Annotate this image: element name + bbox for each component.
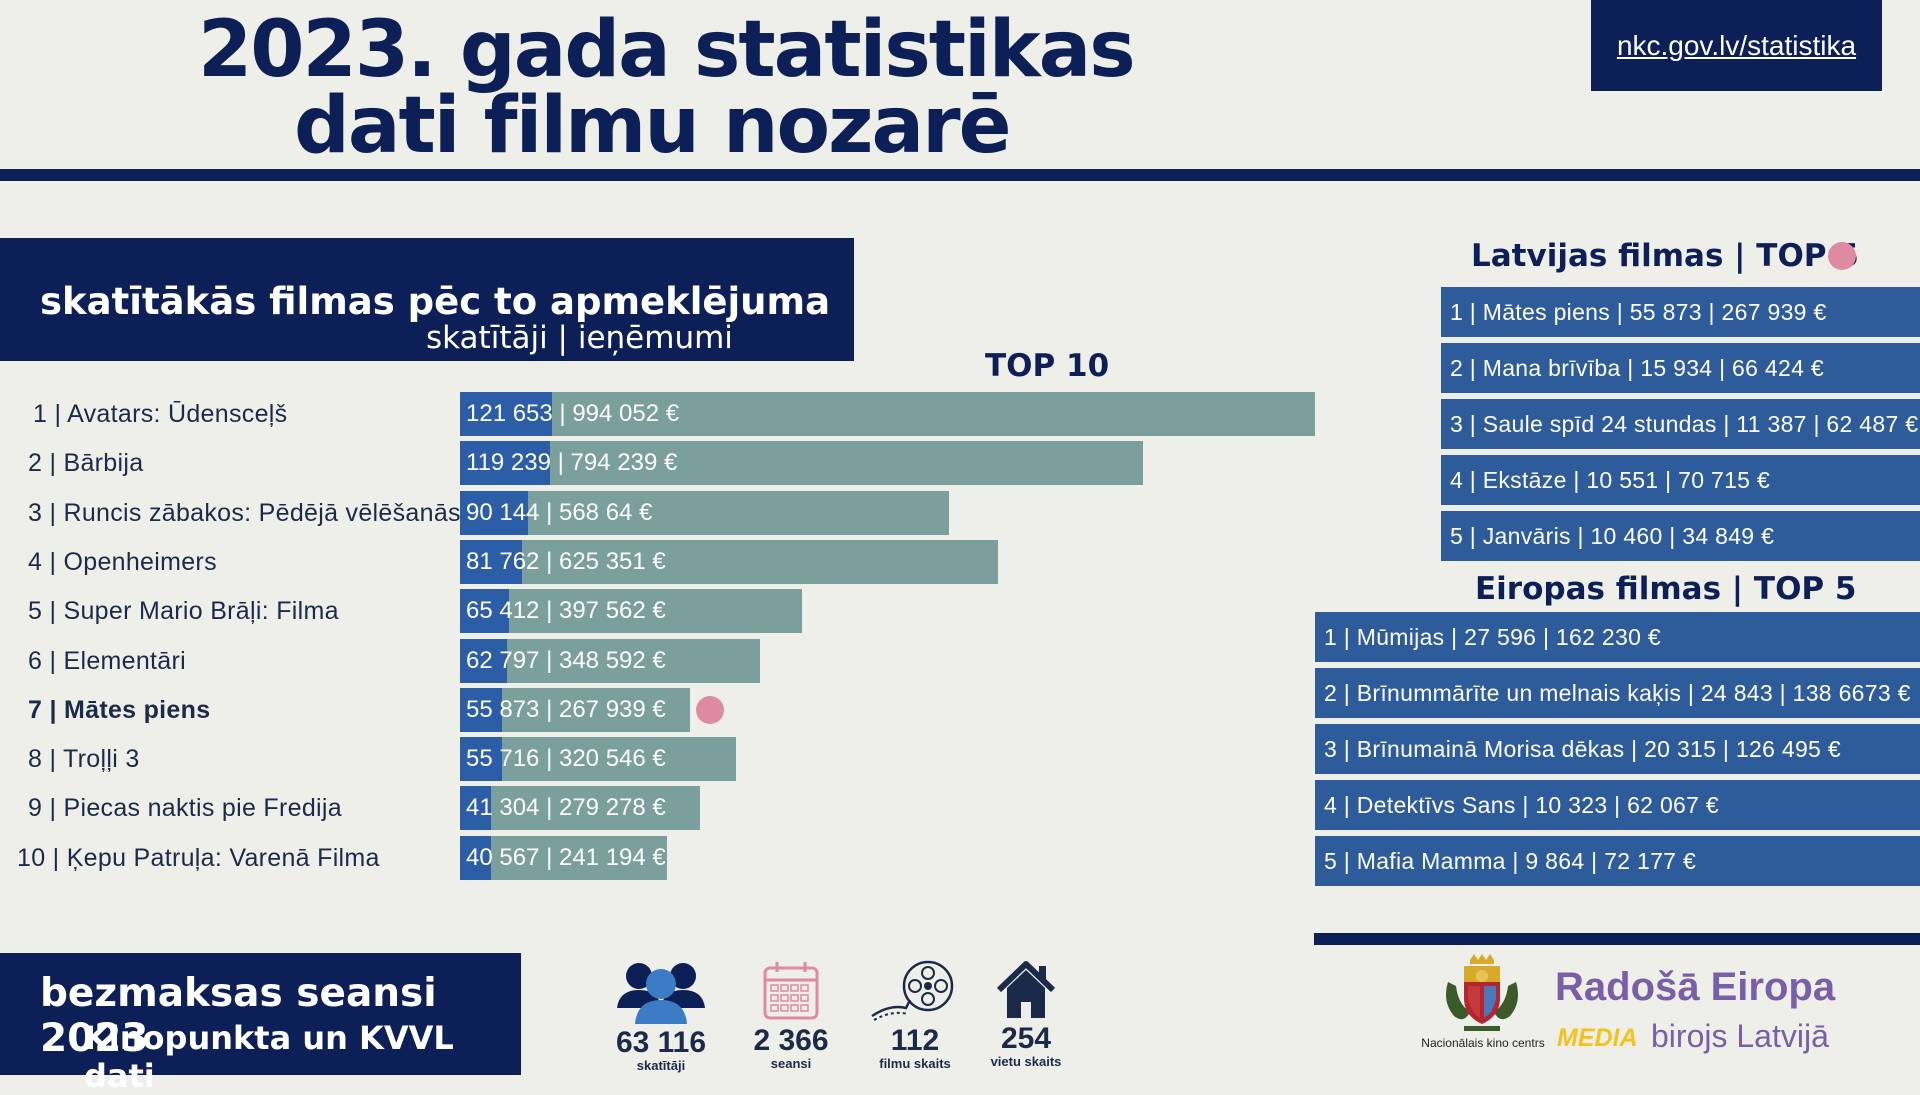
list-item: 2 | Mana brīvība | 15 934 | 66 424 € xyxy=(1441,343,1920,393)
viewers-bar xyxy=(460,539,522,584)
stat-films: 112 filmu skaits xyxy=(852,960,978,1071)
viewers-bar xyxy=(460,441,551,486)
section-title: skatītākās filmas pēc to apmeklējuma xyxy=(40,280,831,323)
bar-data-label: 55 873 | 267 939 € xyxy=(466,695,666,723)
free-screenings-box: bezmaksas seansi 2023 Kinopunkta un KVVL… xyxy=(0,953,521,1095)
category-label: 1 | Avatars: Ūdensceļš xyxy=(33,400,288,428)
bar-data-label: 119 239 | 794 239 € xyxy=(466,449,678,477)
page-title: 2023. gada statistikas dati filmu nozarē xyxy=(198,11,1136,171)
stat-sessions-value: 2 366 xyxy=(753,1024,829,1057)
header-divider xyxy=(0,169,1920,181)
stat-venues-label: vietu skaits xyxy=(990,1054,1062,1069)
revenue-bar xyxy=(460,737,736,782)
house-icon xyxy=(996,961,1056,1018)
stat-viewers-label: skatītāji xyxy=(636,1058,686,1073)
european-top5-title: Eiropas filmas | TOP 5 xyxy=(1475,571,1857,607)
latvia-coat-of-arms-icon xyxy=(1446,954,1518,1031)
list-item: 1 | Mūmijas | 27 596 | 162 230 € xyxy=(1315,612,1920,662)
stat-venues-value: 254 xyxy=(1000,1022,1052,1055)
stat-venues: 254 vietu skaits xyxy=(980,958,1072,1069)
bar-data-label: 40 567 | 241 194 € xyxy=(466,843,666,871)
media-desk-label: birojs Latvijā xyxy=(1651,1018,1829,1054)
viewers-bar xyxy=(460,835,491,880)
list-item: 3 | Brīnumainā Morisa dēkas | 20 315 | 1… xyxy=(1315,724,1920,774)
viewers-bar xyxy=(460,638,508,683)
bar-data-label: 41 304 | 279 278 € xyxy=(466,794,666,822)
title-line-2: dati filmu nozarē xyxy=(294,81,1012,171)
calendar-icon xyxy=(763,962,819,1020)
bar-data-label: 121 653 | 994 052 € xyxy=(466,400,680,427)
category-label: 5 | Super Mario Brāļi: Filma xyxy=(28,597,339,626)
stat-viewers: 63 116 skatītāji xyxy=(606,958,716,1073)
stat-sessions-label: seansi xyxy=(770,1056,812,1071)
latvian-top5-title-text: Latvijas filmas | TOP 5 xyxy=(1471,238,1859,274)
revenue-bar xyxy=(460,835,668,880)
list-item: 4 | Ekstāze | 10 551 | 70 715 € xyxy=(1441,455,1920,505)
creative-europe-logo: Radošā Eiropa xyxy=(1555,965,1836,1009)
viewers-bar xyxy=(460,490,529,535)
list-item: 1 | Mātes piens | 55 873 | 267 939 € xyxy=(1441,287,1920,337)
free-screenings-title: bezmaksas seansi 2023 xyxy=(40,971,437,1061)
category-label: 3 | Runcis zābakos: Pēdējā vēlēšanās xyxy=(28,498,461,527)
revenue-bar xyxy=(460,539,998,584)
revenue-bar xyxy=(460,638,760,683)
list-item: 4 | Detektīvs Sans | 10 323 | 62 067 € xyxy=(1315,780,1920,830)
stat-films-value: 112 xyxy=(890,1024,940,1057)
category-label: 2 | Bārbija xyxy=(28,449,144,478)
highlight-dot xyxy=(696,695,725,724)
free-screenings-subtitle: Kinopunkta un KVVL dati xyxy=(84,1019,454,1095)
revenue-bar xyxy=(460,490,950,535)
category-label: 8 | Troļļi 3 xyxy=(28,745,140,774)
viewers-bar xyxy=(460,687,503,732)
viewers-bar xyxy=(460,786,492,831)
list-item: 5 | Mafia Mamma | 9 864 | 72 177 € xyxy=(1315,836,1920,886)
category-label: 10 | Ķepu Patruļa: Varenā Filma xyxy=(17,843,380,872)
viewers-bar xyxy=(460,737,503,782)
category-label: 6 | Elementāri xyxy=(28,646,186,675)
title-line-1: 2023. gada statistikas xyxy=(198,5,1136,95)
category-label: 4 | Openheimers xyxy=(28,547,217,576)
stat-films-label: filmu skaits xyxy=(879,1056,951,1071)
list-item: 5 | Janvāris | 10 460 | 34 849 € xyxy=(1441,511,1920,561)
bar-data-label: 65 412 | 397 562 € xyxy=(466,597,666,625)
section-title-box: skatītākās filmas pēc to apmeklējuma ska… xyxy=(0,238,854,361)
list-item: 3 | Saule spīd 24 stundas | 11 387 | 62 … xyxy=(1441,399,1920,449)
highlight-dot xyxy=(1828,242,1856,270)
crest-caption: Nacionālais kino centrs xyxy=(1421,1036,1545,1050)
people-icon xyxy=(617,963,705,1024)
bar-data-label: 62 797 | 348 592 € xyxy=(466,646,666,674)
category-label: 9 | Piecas naktis pie Fredija xyxy=(28,794,342,823)
bar-data-label: 90 144 | 568 64 € xyxy=(466,498,653,526)
bar-data-label: 55 716 | 320 546 € xyxy=(466,745,666,773)
url-box[interactable]: nkc.gov.lv/statistika xyxy=(1591,0,1882,91)
latvian-top5-title: Latvijas filmas | TOP 5 xyxy=(1471,238,1859,274)
bar-data-label: 81 762 | 625 351 € xyxy=(466,547,666,575)
category-label: 7 | Mātes piens xyxy=(28,695,211,724)
stat-sessions: 2 366 seansi xyxy=(746,960,836,1071)
top10-label: TOP 10 xyxy=(985,348,1110,384)
revenue-bar xyxy=(460,786,701,831)
film-reel-icon xyxy=(871,960,954,1021)
stat-viewers-value: 63 116 xyxy=(615,1026,707,1059)
list-item: 2 | Brīnummārīte un melnais kaķis | 24 8… xyxy=(1315,668,1920,718)
revenue-bar xyxy=(460,392,1315,436)
viewers-bar xyxy=(460,589,510,634)
statistics-link[interactable]: nkc.gov.lv/statistika xyxy=(1616,29,1857,61)
revenue-bar xyxy=(460,589,802,634)
section-subtitle: skatītāji | ieņēmumi xyxy=(426,320,733,356)
footer-divider xyxy=(1314,933,1920,945)
media-logo: MEDIA xyxy=(1557,1024,1638,1052)
viewers-bar xyxy=(460,392,552,436)
revenue-bar xyxy=(460,441,1144,486)
